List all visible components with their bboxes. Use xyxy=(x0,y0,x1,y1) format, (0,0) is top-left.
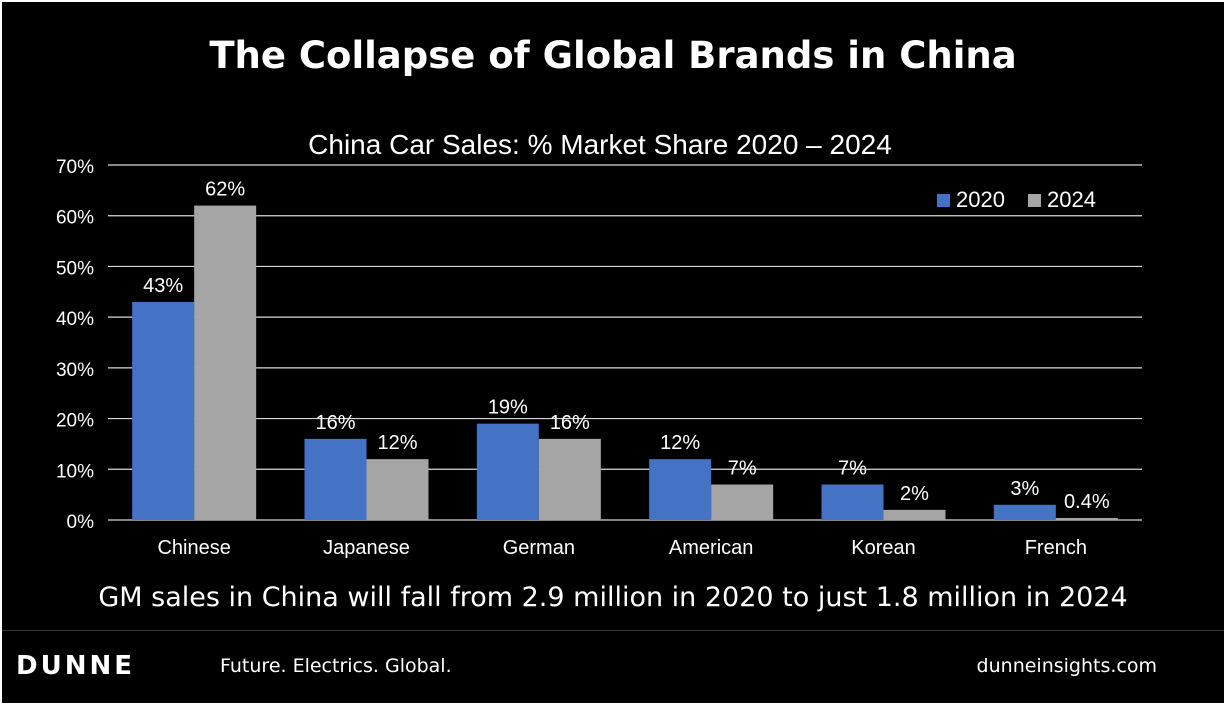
data-label: 7% xyxy=(728,458,757,480)
data-label: 0.4% xyxy=(1064,491,1110,513)
legend-swatch-2020 xyxy=(937,194,950,207)
y-tick-label: 20% xyxy=(56,411,94,432)
x-tick-label: Korean xyxy=(851,537,916,559)
bar-2020-chinese xyxy=(132,301,195,520)
bar-2020-american xyxy=(649,459,712,520)
dunne-logo: DUNNE xyxy=(16,651,135,681)
x-tick-label: Chinese xyxy=(157,537,230,559)
data-label: 16% xyxy=(315,412,355,434)
data-label: 19% xyxy=(488,397,528,419)
data-label: 2% xyxy=(900,483,929,505)
caption: GM sales in China will fall from 2.9 mil… xyxy=(98,582,1128,613)
y-tick-label: 60% xyxy=(56,208,94,229)
data-label: 12% xyxy=(660,432,700,454)
data-label: 16% xyxy=(550,412,590,434)
bar-2020-german xyxy=(476,423,539,520)
bar-2020-japanese xyxy=(304,438,367,520)
slide: The Collapse of Global Brands in China C… xyxy=(2,2,1224,630)
tagline: Future. Electrics. Global. xyxy=(220,655,452,677)
legend-label-2020: 2020 xyxy=(956,187,1005,212)
x-tick-label: Japanese xyxy=(323,537,410,559)
bar-2024-american xyxy=(711,484,774,520)
chart-title: China Car Sales: % Market Share 2020 – 2… xyxy=(308,129,892,160)
data-label: 43% xyxy=(143,275,183,297)
bar-2020-korean xyxy=(821,484,884,520)
y-tick-label: 30% xyxy=(56,360,94,381)
y-tick-label: 0% xyxy=(67,512,95,533)
website-link[interactable]: dunneinsights.com xyxy=(976,655,1157,677)
y-tick-label: 70% xyxy=(56,157,94,178)
data-label: 3% xyxy=(1010,478,1039,500)
x-tick-label: French xyxy=(1025,537,1087,559)
y-tick-label: 50% xyxy=(56,258,94,279)
data-label: 7% xyxy=(838,458,867,480)
x-tick-label: German xyxy=(503,537,575,559)
bar-2024-japanese xyxy=(366,459,429,520)
legend-swatch-2024 xyxy=(1028,194,1041,207)
bar-2024-german xyxy=(538,438,601,520)
y-tick-label: 10% xyxy=(56,461,94,482)
bar-2024-french xyxy=(1055,517,1118,520)
data-label: 62% xyxy=(205,179,245,201)
bar-2024-korean xyxy=(883,509,946,520)
bar-2024-chinese xyxy=(194,205,257,521)
bar-2020-french xyxy=(993,504,1056,520)
legend-label-2024: 2024 xyxy=(1047,187,1096,212)
x-tick-label: American xyxy=(669,537,753,559)
footer: DUNNE Future. Electrics. Global. dunnein… xyxy=(2,630,1224,703)
y-tick-label: 40% xyxy=(56,309,94,330)
bar-chart: China Car Sales: % Market Share 2020 – 2… xyxy=(56,129,1142,559)
data-label: 12% xyxy=(377,432,417,454)
page-title: The Collapse of Global Brands in China xyxy=(209,34,1017,77)
